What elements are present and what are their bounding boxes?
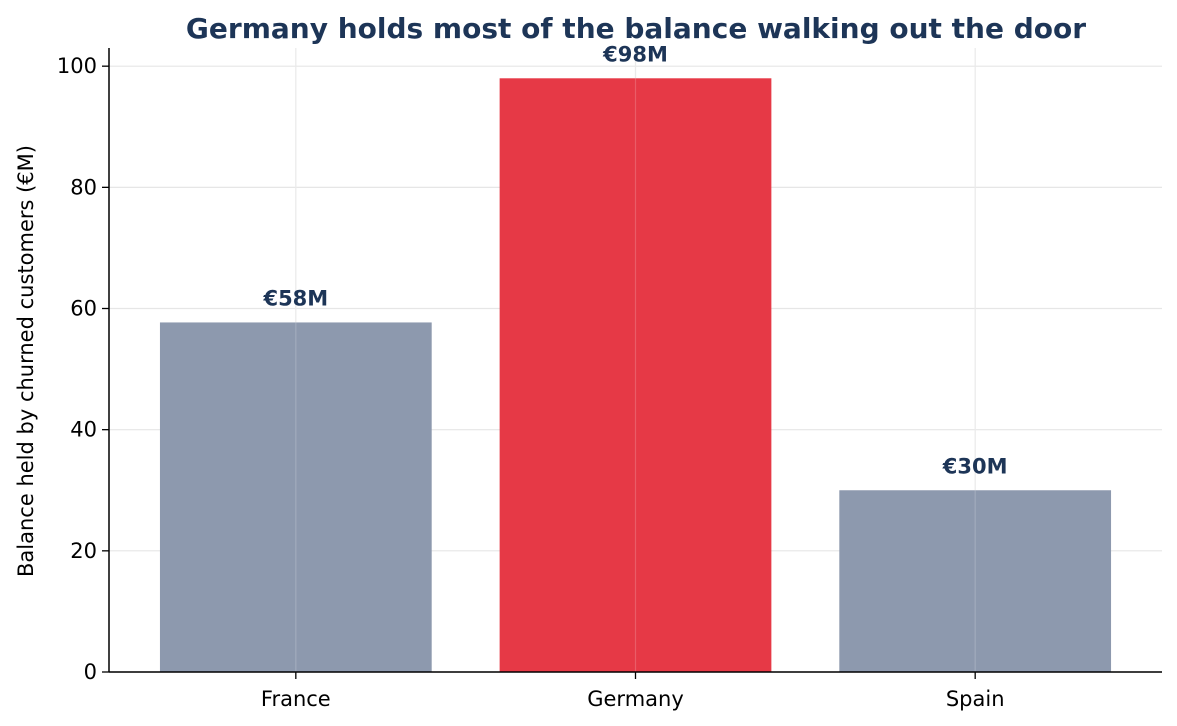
y-tick-label: 100 bbox=[57, 54, 97, 78]
data-label: €98M bbox=[602, 42, 668, 66]
data-label: €58M bbox=[262, 286, 328, 310]
y-tick-label: 40 bbox=[70, 418, 97, 442]
bar-france bbox=[159, 322, 432, 672]
x-tick-label: Germany bbox=[587, 687, 684, 711]
x-tick-label: Spain bbox=[946, 687, 1005, 711]
data-label: €30M bbox=[942, 454, 1008, 478]
y-axis-label: Balance held by churned customers (€M) bbox=[14, 145, 38, 577]
y-tick-label: 80 bbox=[70, 175, 97, 199]
data-labels: €58M €98M €30M bbox=[262, 42, 1007, 478]
x-tick-label: France bbox=[261, 687, 331, 711]
bars bbox=[159, 48, 1112, 672]
y-tick-label: 60 bbox=[70, 297, 97, 321]
y-tick-label: 20 bbox=[70, 539, 97, 563]
bar-spain bbox=[839, 490, 1112, 672]
y-axis-ticks: 0 20 40 60 80 100 bbox=[57, 54, 109, 684]
bar-germany bbox=[499, 78, 772, 672]
x-axis-ticks: France Germany Spain bbox=[261, 672, 1005, 711]
chart-title: Germany holds most of the balance walkin… bbox=[186, 12, 1086, 45]
y-tick-label: 0 bbox=[84, 660, 97, 684]
